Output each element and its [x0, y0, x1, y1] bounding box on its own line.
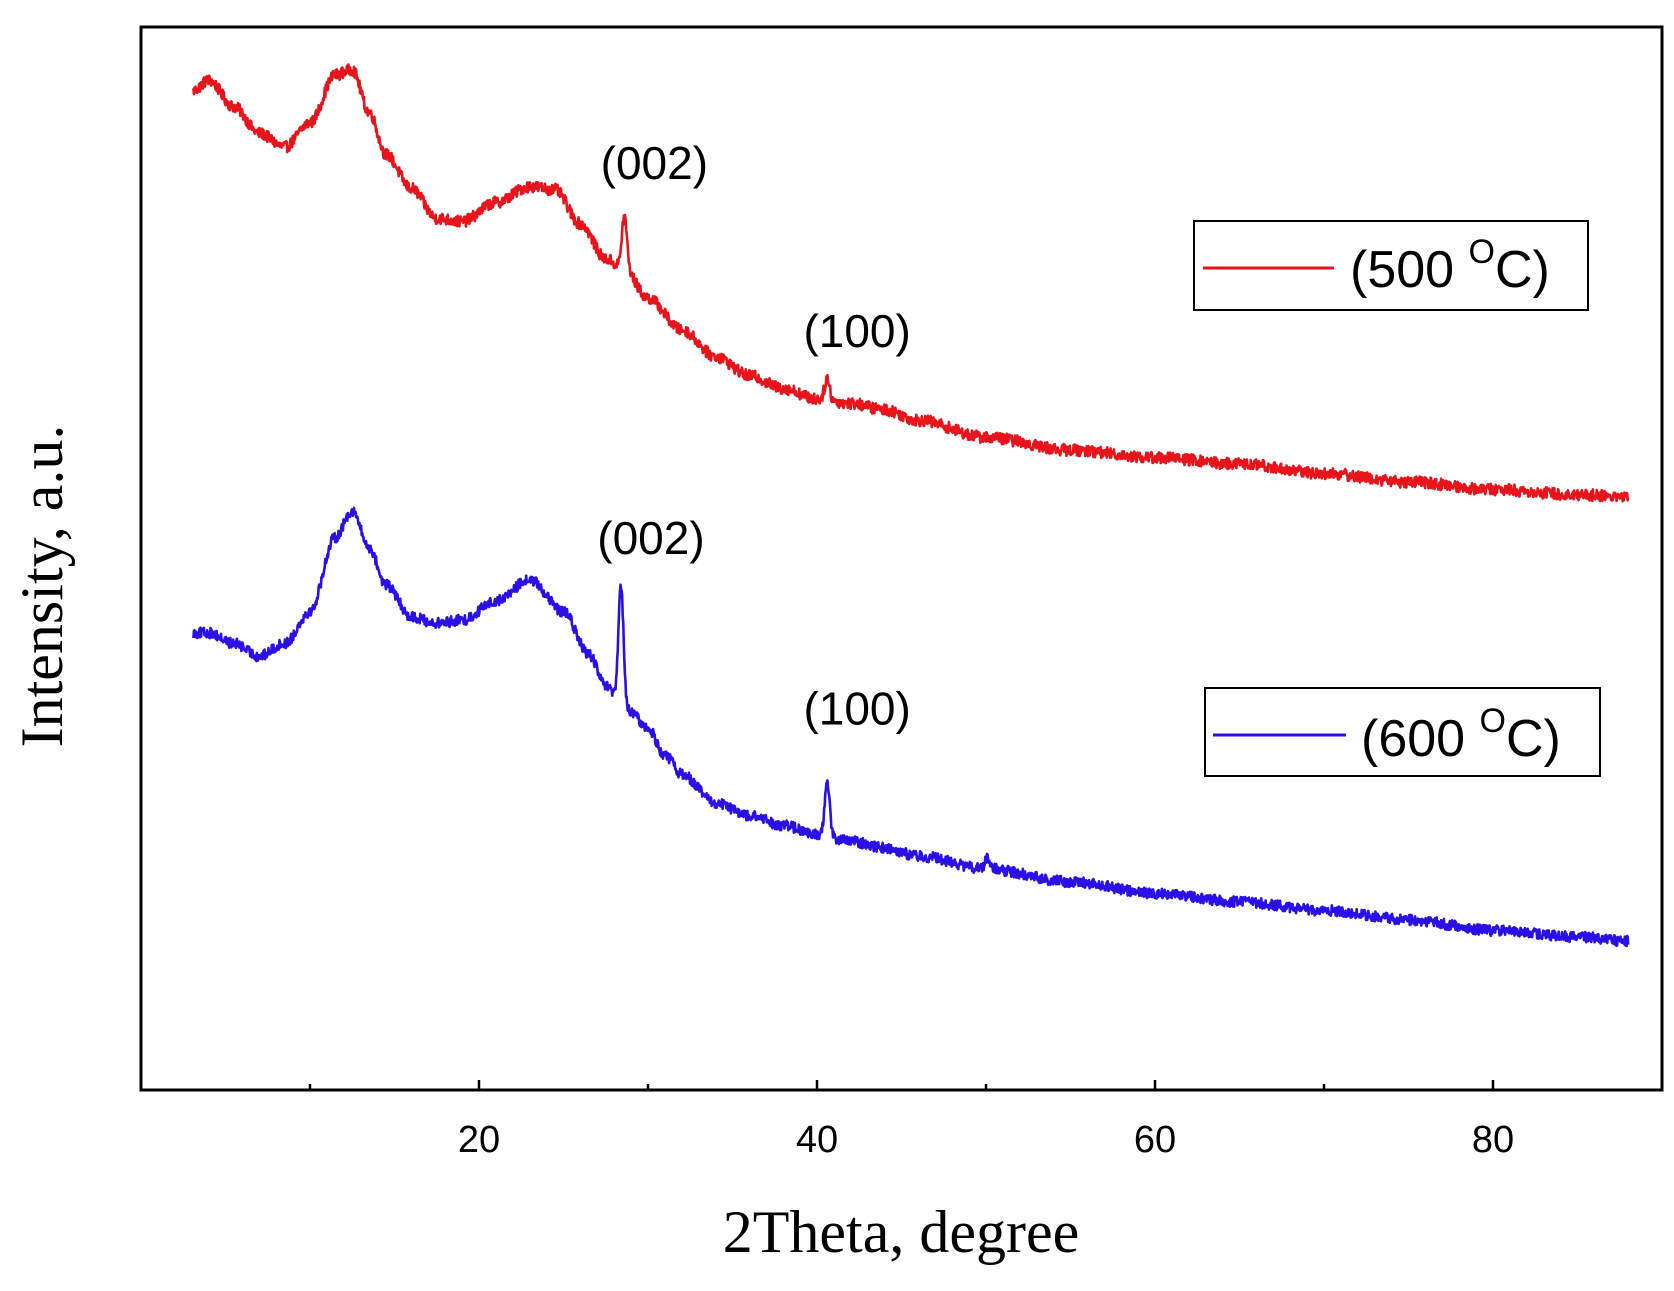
x-tick-label: 80: [1472, 1119, 1514, 1161]
legend-500-label: (500 OC): [1350, 233, 1550, 299]
peak-annotations: (002) (100) (002) (100): [597, 137, 911, 735]
series-line-600: [192, 506, 1630, 948]
plot-frame: [139, 25, 1664, 1092]
series-line-500: [192, 63, 1630, 503]
series-group: [192, 63, 1630, 948]
peak-label-600-002: (002): [597, 512, 704, 564]
peak-label-500-100: (100): [803, 305, 910, 357]
legend-500: (500 OC): [1193, 220, 1589, 311]
x-tick-label: 20: [458, 1119, 500, 1161]
legend-600-box: [1204, 687, 1601, 777]
legend-600: (600 OC): [1204, 687, 1601, 777]
peak-label-500-002: (002): [601, 137, 708, 189]
peak-label-600-100: (100): [803, 683, 910, 735]
x-tick-label: 40: [796, 1119, 838, 1161]
legend-600-label: (600 OC): [1361, 702, 1561, 768]
x-axis-tick-labels: 20 40 60 80: [458, 1119, 1514, 1161]
y-axis-title: Intensity, a.u.: [9, 425, 75, 748]
x-axis-title: 2Theta, degree: [723, 1199, 1079, 1265]
x-tick-label: 60: [1134, 1119, 1176, 1161]
legend-500-box: [1193, 220, 1589, 311]
x-axis-ticks: [308, 1080, 1664, 1090]
